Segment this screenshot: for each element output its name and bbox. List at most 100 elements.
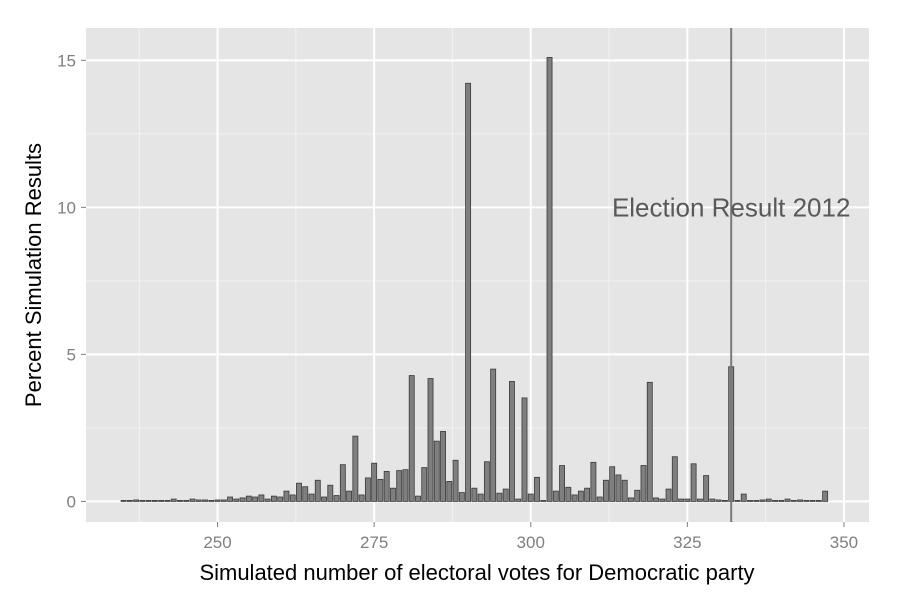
histogram-bar xyxy=(596,496,603,502)
histogram-bar xyxy=(509,381,515,502)
histogram-bar xyxy=(214,499,221,502)
histogram-bar xyxy=(233,498,240,502)
histogram-bar xyxy=(490,368,497,502)
histogram-bar xyxy=(402,469,409,502)
x-tick-label: 250 xyxy=(203,533,231,552)
histogram-bar xyxy=(170,498,177,502)
histogram-bar xyxy=(502,488,509,502)
x-tick-label: 275 xyxy=(360,533,388,552)
histogram-bar xyxy=(790,500,797,502)
histogram-bar xyxy=(690,463,697,502)
histogram-bar xyxy=(346,490,353,502)
histogram-bar xyxy=(364,477,371,502)
x-axis-title: Simulated number of electoral votes for … xyxy=(199,560,754,585)
histogram-bar xyxy=(252,496,259,502)
histogram-bar xyxy=(815,500,822,502)
histogram-bar xyxy=(684,498,691,502)
histogram-bar xyxy=(640,465,647,502)
histogram-bar xyxy=(778,500,785,502)
histogram-bar xyxy=(333,495,340,502)
histogram-bar xyxy=(308,493,315,502)
histogram-bar xyxy=(440,431,446,502)
histogram-bar xyxy=(621,479,628,502)
histogram-bar xyxy=(784,498,791,502)
histogram-bar xyxy=(665,488,672,502)
histogram-bar xyxy=(358,494,365,502)
histogram-bar xyxy=(609,466,616,502)
histogram-bar xyxy=(577,490,584,502)
histogram-bar xyxy=(515,498,522,502)
histogram-bar xyxy=(628,497,634,502)
histogram-bar xyxy=(277,496,284,502)
histogram-bar xyxy=(283,490,290,502)
histogram-bar xyxy=(740,493,747,502)
x-tick-label: 325 xyxy=(673,533,701,552)
y-tick-label: 0 xyxy=(67,492,76,511)
histogram-bar xyxy=(527,493,534,502)
histogram-bar xyxy=(195,499,202,502)
histogram-bar xyxy=(765,498,772,502)
histogram-bar xyxy=(552,490,559,502)
histogram-bar xyxy=(747,500,753,502)
histogram-bar xyxy=(559,465,565,502)
election-result-annotation: Election Result 2012 xyxy=(612,192,850,222)
histogram-bar xyxy=(540,500,547,502)
histogram-bar xyxy=(208,500,215,502)
histogram-bar xyxy=(721,500,728,502)
histogram-bar xyxy=(245,495,252,502)
histogram-bar xyxy=(151,500,158,502)
histogram-bar xyxy=(270,495,277,502)
histogram-bar xyxy=(458,492,465,502)
histogram-bar xyxy=(158,500,165,502)
histogram-bar xyxy=(709,498,716,502)
histogram-bar xyxy=(483,461,490,502)
histogram-bar xyxy=(383,471,390,502)
histogram-bar xyxy=(145,500,152,502)
histogram-bar xyxy=(703,475,710,502)
histogram-bar xyxy=(289,494,296,502)
histogram-bar xyxy=(734,500,741,502)
histogram-bar xyxy=(678,498,685,502)
histogram-bar xyxy=(133,499,140,502)
histogram-bar xyxy=(565,486,572,502)
histogram-bar xyxy=(809,500,816,502)
histogram-bar xyxy=(415,495,421,502)
histogram-bar xyxy=(264,498,271,502)
histogram-bar xyxy=(227,496,234,502)
histogram-bar xyxy=(164,500,171,502)
histogram-bar xyxy=(126,500,133,502)
y-axis-title: Percent Simulation Results xyxy=(21,143,46,407)
axis-ticks: 250 275 300 325 350 0 5 10 15 xyxy=(57,51,858,552)
histogram-bar xyxy=(646,381,653,502)
histogram-bar xyxy=(465,82,472,502)
histogram-bar xyxy=(521,397,528,502)
histogram-bar xyxy=(220,499,227,502)
histogram-bar xyxy=(590,461,597,502)
histogram-bar xyxy=(314,479,321,502)
histogram-bar xyxy=(377,478,384,502)
histogram-bar xyxy=(496,492,503,502)
histogram-bar xyxy=(421,467,428,502)
histogram-bar xyxy=(371,462,378,502)
histogram-bar xyxy=(427,378,434,502)
histogram-bar xyxy=(822,490,829,502)
histogram-bar xyxy=(715,499,722,502)
histogram-bar xyxy=(258,494,265,502)
y-tick-label: 15 xyxy=(57,51,76,70)
histogram-bar xyxy=(477,493,484,502)
histogram-bar xyxy=(452,459,459,502)
bars xyxy=(120,57,829,502)
histogram-bar xyxy=(615,474,622,502)
histogram-bar xyxy=(803,500,810,502)
histogram-bar xyxy=(534,476,540,502)
histogram-bar xyxy=(296,482,302,502)
histogram-bar xyxy=(396,470,403,502)
x-tick-label: 350 xyxy=(830,533,858,552)
histogram-bar xyxy=(446,481,453,502)
histogram-bar xyxy=(584,487,591,502)
histogram-bar xyxy=(189,498,196,502)
x-tick-label: 300 xyxy=(517,533,545,552)
histogram-bar xyxy=(390,487,396,502)
histogram-bar xyxy=(602,479,609,502)
histogram-bar xyxy=(202,499,208,502)
